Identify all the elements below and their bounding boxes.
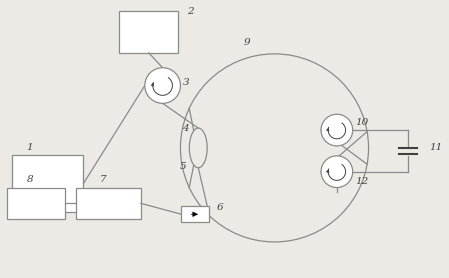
Ellipse shape [189,128,207,168]
Text: 9: 9 [243,38,250,48]
Text: 7: 7 [100,175,106,184]
Bar [181,206,209,222]
Circle shape [321,114,353,146]
Text: 6: 6 [217,203,223,212]
Bar [12,155,84,212]
Bar [76,187,141,219]
Circle shape [145,68,180,103]
Bar [7,187,65,219]
Text: 11: 11 [429,143,443,152]
Circle shape [321,156,353,187]
Text: 10: 10 [355,118,368,127]
Text: 5: 5 [180,162,187,171]
Text: 12: 12 [355,177,368,186]
Text: 1: 1 [26,143,33,152]
Text: 4: 4 [182,124,189,133]
Bar [119,11,178,53]
Text: 8: 8 [26,175,33,184]
Text: 3: 3 [183,78,189,87]
Text: 2: 2 [187,7,194,16]
